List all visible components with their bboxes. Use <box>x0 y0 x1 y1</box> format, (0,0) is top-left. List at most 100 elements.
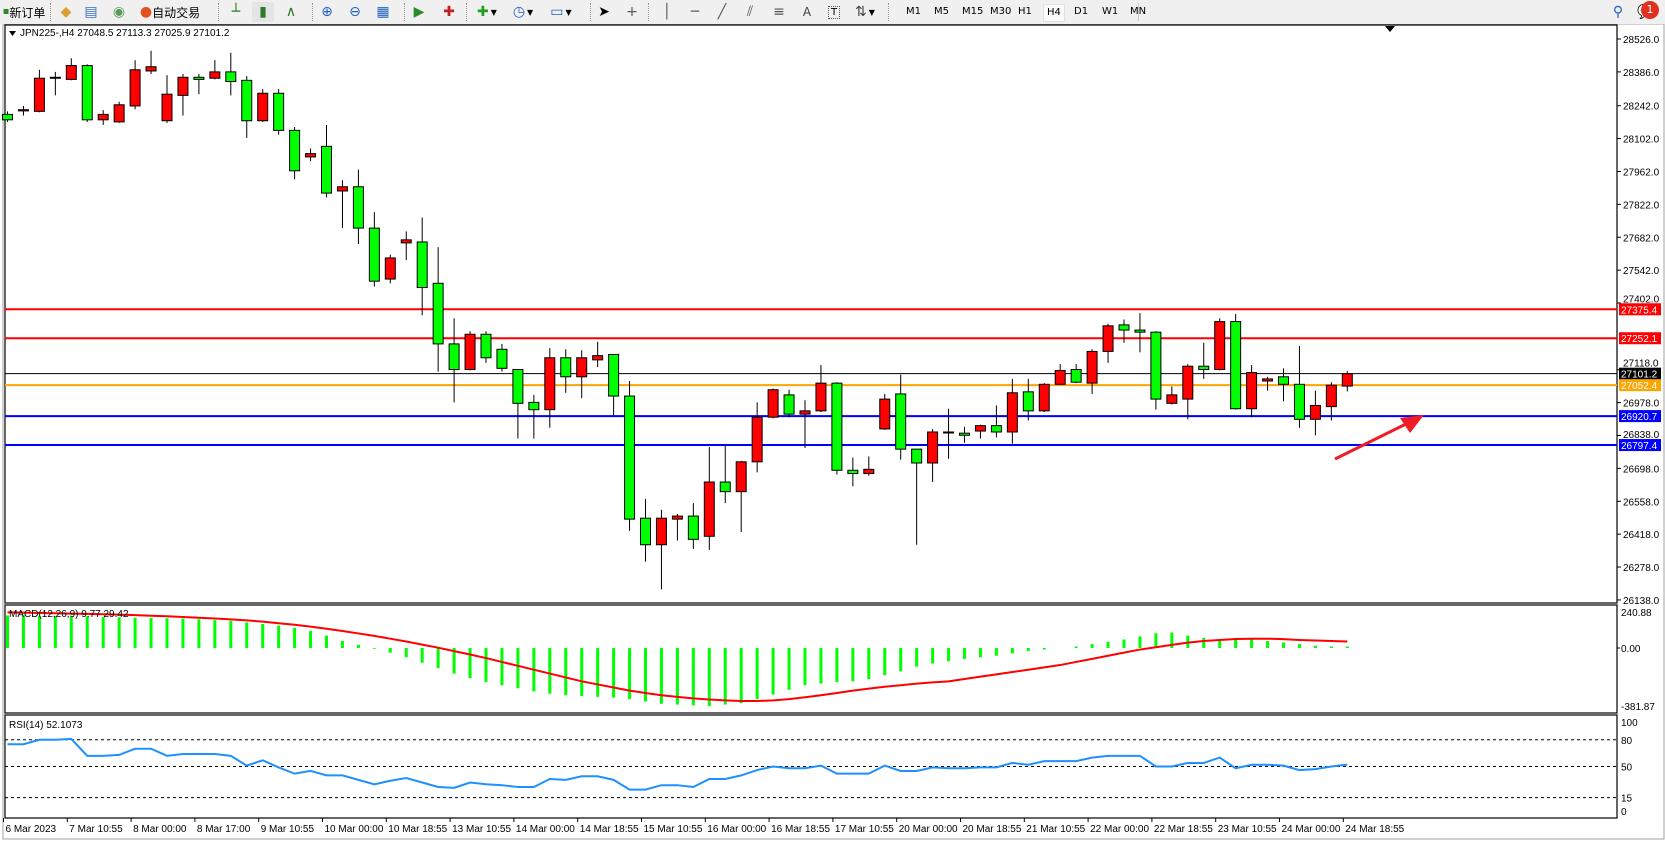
text-tool[interactable]: A <box>797 2 817 22</box>
trendline-tool[interactable]: ╱ <box>712 2 732 22</box>
bar-chart-button[interactable]: ┴ <box>225 2 247 22</box>
cursor-tool[interactable]: ➤ <box>594 2 614 22</box>
chart-window[interactable]: 28526.0 28386.0 28242.0 28102.0 27962.0 27822… <box>0 24 1665 841</box>
price-line-label: 27101.2 <box>1621 370 1658 381</box>
line-chart-button[interactable]: ∧ <box>280 2 302 22</box>
time-axis-label: 15 Mar 10:55 <box>644 824 703 835</box>
template-icon: ▭ <box>550 4 564 20</box>
search-icon: ⚲ <box>1612 4 1624 20</box>
auto-trading-label: 自动交易 <box>152 5 201 20</box>
timeframe-d1[interactable]: D1 <box>1074 6 1089 17</box>
candle <box>17 105 29 116</box>
toolbar-separator <box>648 3 650 21</box>
price-line-tag <box>1619 332 1661 345</box>
price-tick-label: 26698.0 <box>1623 464 1660 475</box>
candle-body <box>1309 404 1321 420</box>
candle <box>384 254 396 284</box>
search-button[interactable]: ⚲ <box>1608 2 1628 22</box>
candle-body <box>1293 383 1305 420</box>
bar-chart-icon: ┴ <box>231 4 241 20</box>
candle <box>33 69 45 113</box>
candle-body <box>384 257 396 280</box>
templates-button[interactable]: ▭ ▼ <box>545 2 577 22</box>
horizontal-line-icon: ─ <box>690 4 700 20</box>
auto-trading-button[interactable]: ● 自动交易 <box>134 2 206 22</box>
signals-button[interactable]: ◉ <box>108 2 130 22</box>
price-pane-border <box>4 24 1618 604</box>
periods-button[interactable]: ◷ ▼ <box>508 2 538 22</box>
auto-scroll-icon: ▶ <box>413 4 425 20</box>
candle-body <box>241 79 253 122</box>
candle-body <box>1214 321 1226 371</box>
candle <box>65 58 77 81</box>
candle-body <box>512 369 524 404</box>
candle <box>671 513 683 541</box>
vertical-line-tool[interactable]: │ <box>657 2 677 22</box>
candle-body <box>560 357 572 378</box>
equidistant-channel-tool[interactable]: ⫽ <box>740 2 760 22</box>
time-axis-label: 22 Mar 18:55 <box>1154 824 1213 835</box>
arrows-tool[interactable]: ⇅ ▼ <box>850 2 880 22</box>
candle <box>1150 331 1162 410</box>
rsi-tick-label: 50 <box>1621 763 1633 774</box>
timeframe-m1[interactable]: M1 <box>906 6 921 17</box>
navigator-button[interactable]: ▤ <box>80 2 102 22</box>
navigator-icon: ▤ <box>84 4 98 20</box>
price-line-tag <box>1619 303 1661 316</box>
candle-body <box>608 353 620 397</box>
candle-body <box>1230 321 1242 410</box>
candle <box>1278 368 1289 402</box>
crosshair-tool[interactable]: + <box>622 2 642 22</box>
time-axis-label: 16 Mar 18:55 <box>771 824 830 835</box>
chart-shift-marker-icon <box>1385 26 1395 32</box>
toolbar-separator <box>50 3 52 21</box>
price-tick-label: 27962.0 <box>1623 167 1660 178</box>
candle-body <box>1341 373 1353 387</box>
price-line-label: 27375.4 <box>1621 305 1658 316</box>
candle <box>1262 376 1274 391</box>
zoom-in-button[interactable]: ⊕ <box>316 2 338 22</box>
tile-windows-button[interactable]: ▦ <box>372 2 394 22</box>
candle <box>783 389 795 418</box>
auto-scroll-button[interactable]: ▶ <box>408 2 430 22</box>
candle-body <box>1246 372 1258 410</box>
text-label-tool-label: T <box>827 5 841 19</box>
candle <box>1230 314 1242 410</box>
candle-body <box>815 382 827 412</box>
horizontal-line-tool[interactable]: ─ <box>685 2 705 22</box>
candle <box>624 381 636 531</box>
price-tick-label: 26138.0 <box>1623 596 1660 607</box>
candle <box>257 89 269 122</box>
add-indicator-icon: ✚ <box>477 4 489 20</box>
timeframe-m5[interactable]: M5 <box>934 6 949 17</box>
macd-tick-label: 0.00 <box>1621 644 1641 655</box>
indicators-button[interactable]: ✚ ▼ <box>472 2 502 22</box>
candle-body <box>1022 391 1034 412</box>
candle-body <box>799 410 811 415</box>
timeframe-m30[interactable]: M30 <box>990 6 1012 17</box>
text-tool-label: A <box>802 5 812 19</box>
chart-shift-button[interactable]: ✚ <box>438 2 460 22</box>
candle <box>1341 370 1353 392</box>
candle-body <box>943 431 955 434</box>
candlestick-chart-button[interactable]: ▮ <box>252 2 274 22</box>
zoom-out-button[interactable]: ⊖ <box>344 2 366 22</box>
timeframe-w1[interactable]: W1 <box>1102 6 1119 17</box>
new-order-button[interactable]: ▪ 新订单 <box>2 2 46 22</box>
timeframe-m15[interactable]: M15 <box>962 6 984 17</box>
candle-body <box>161 93 173 122</box>
candle-body <box>1182 365 1194 400</box>
timeframe-h4[interactable]: H4 <box>1043 4 1065 22</box>
timeframe-h1[interactable]: H1 <box>1018 6 1032 17</box>
toolbar-separator <box>466 3 468 21</box>
candle <box>432 247 444 372</box>
new-order-label: 新订单 <box>9 5 46 20</box>
market-watch-button[interactable]: ◆ <box>55 2 77 22</box>
time-axis-label: 7 Mar 10:55 <box>69 824 123 835</box>
tile-windows-icon: ▦ <box>376 4 390 20</box>
fibonacci-tool[interactable]: ≡ <box>769 2 789 22</box>
candle-body <box>113 104 125 123</box>
symbol-info-label: JPN225-,H4 27048.5 27113.3 27025.9 27101… <box>20 28 230 39</box>
toolbar-separator <box>590 3 592 21</box>
text-label-tool[interactable]: T <box>824 2 844 22</box>
